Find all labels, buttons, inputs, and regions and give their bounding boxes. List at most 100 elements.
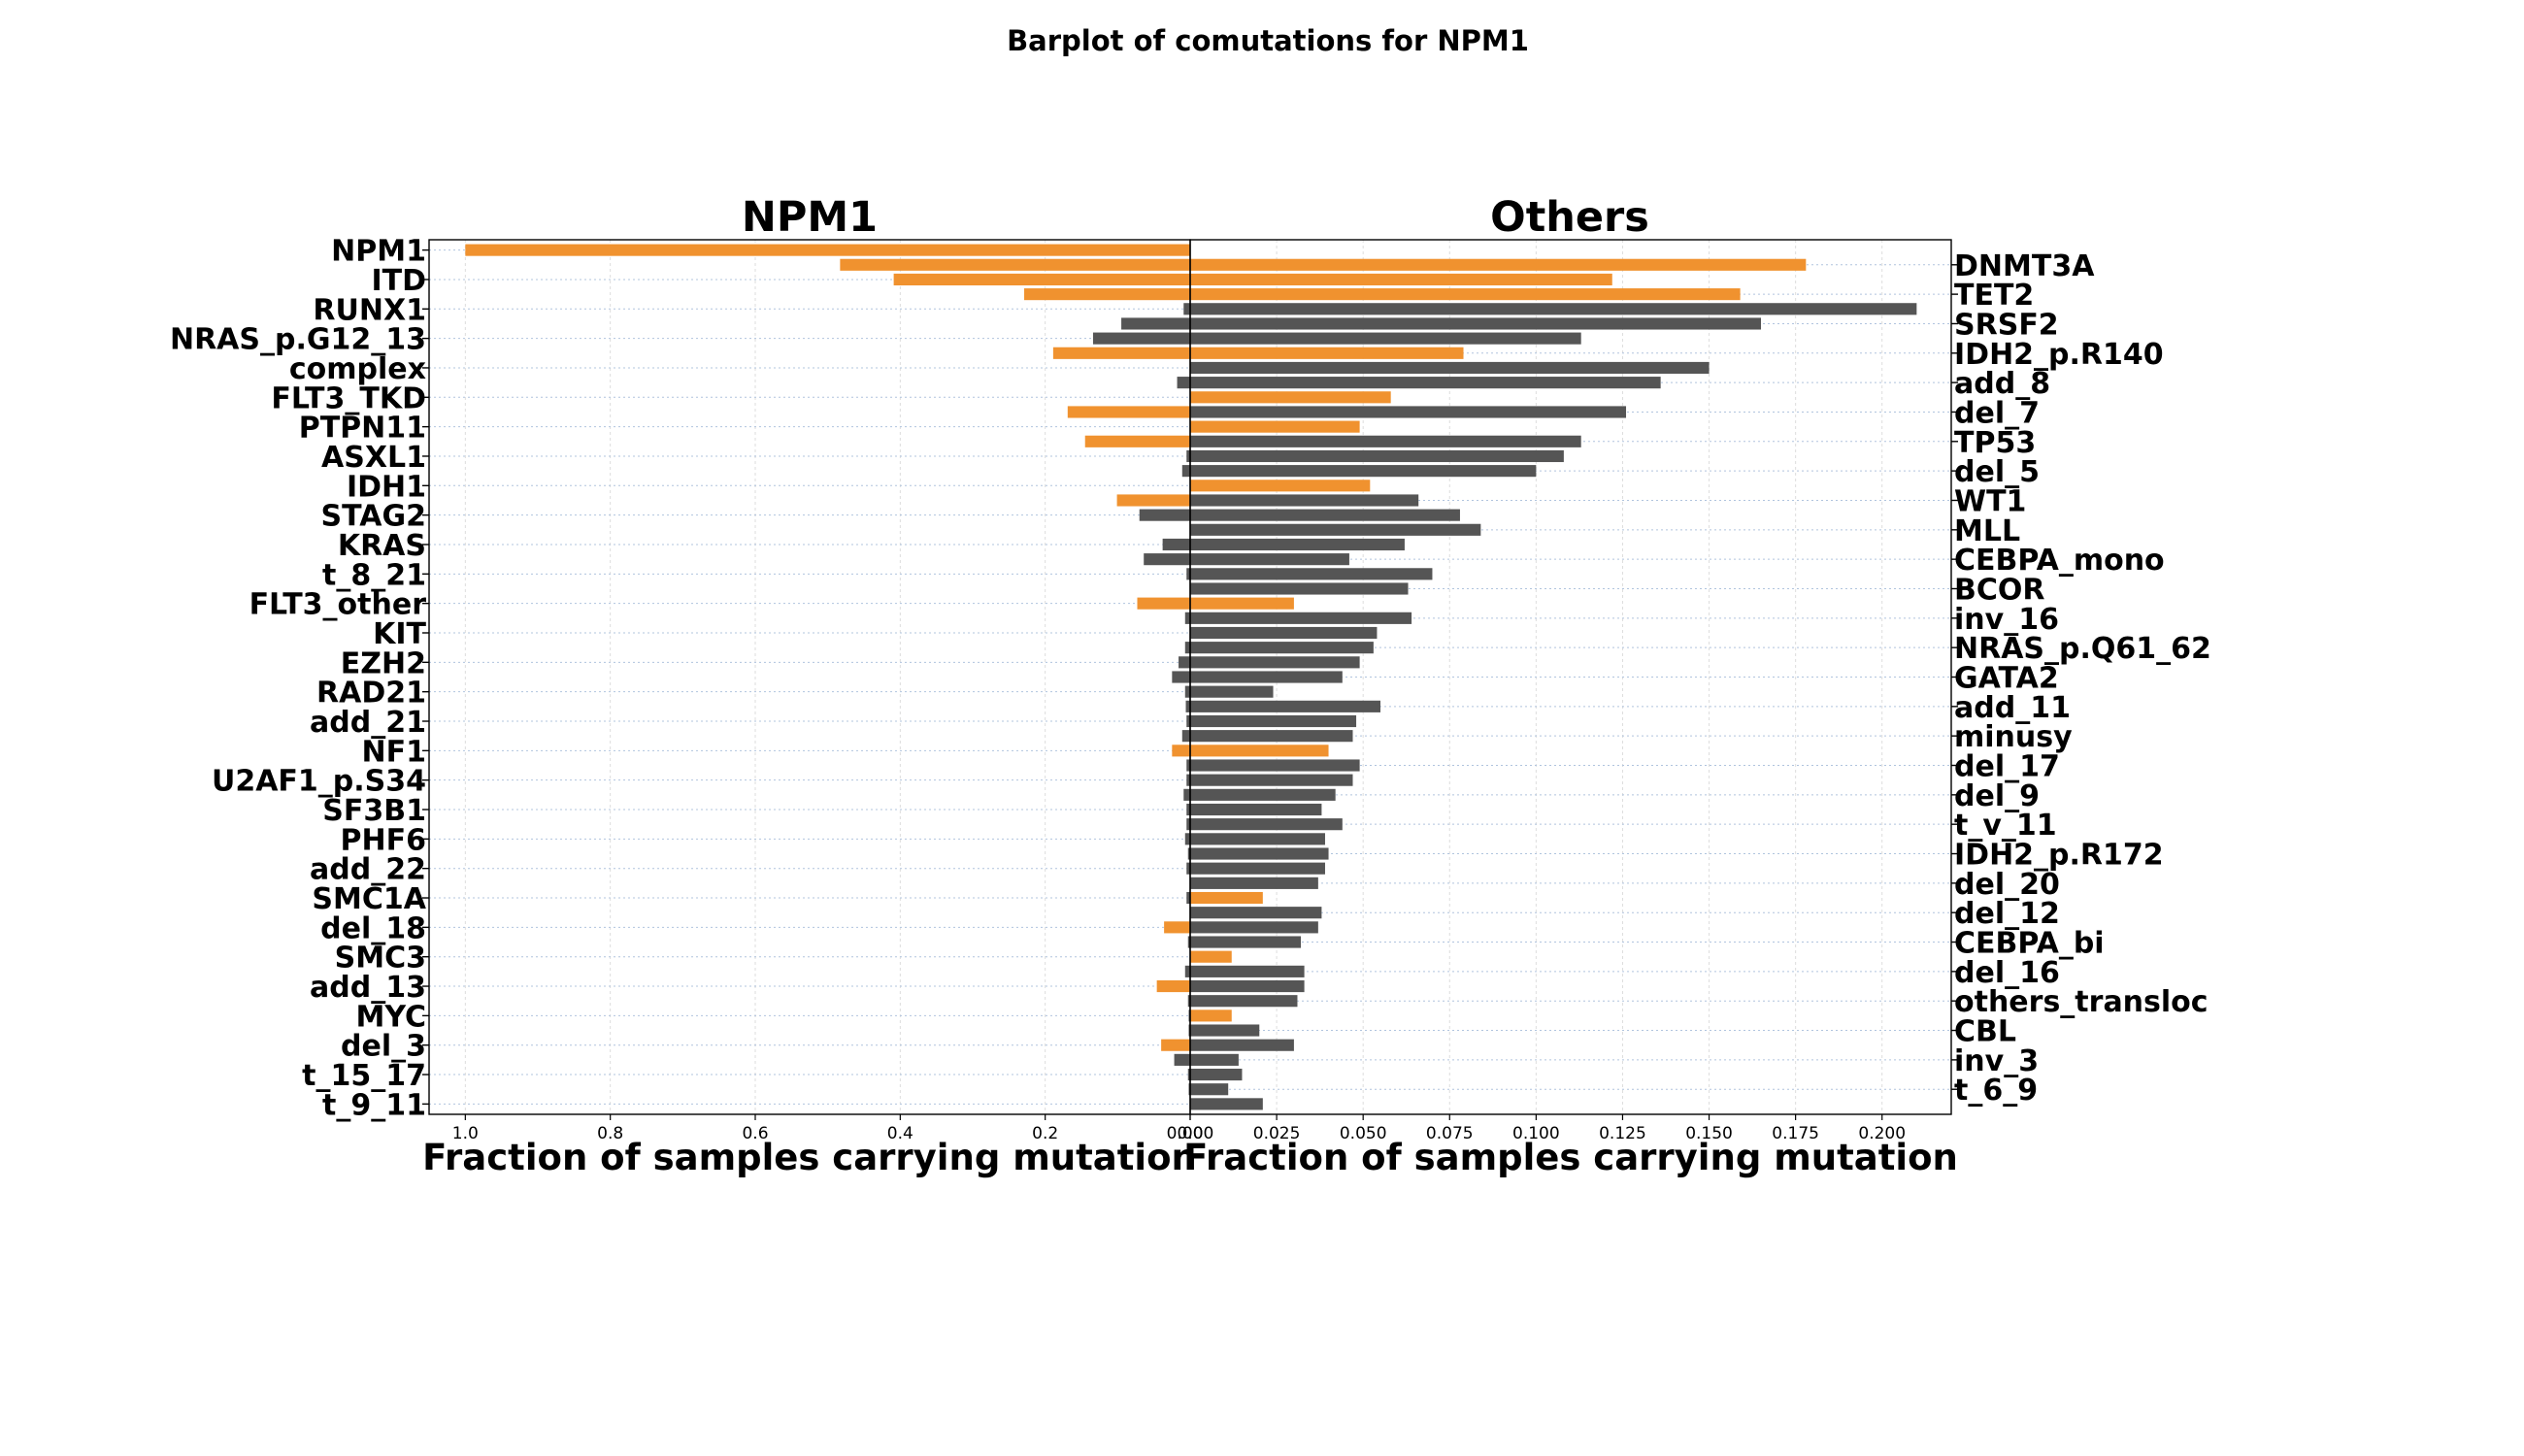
left-bar xyxy=(1121,317,1190,330)
left-bar xyxy=(1186,774,1190,786)
right-bar xyxy=(1190,759,1360,772)
right-xtick-label: 0.075 xyxy=(1426,1124,1474,1143)
right-bar xyxy=(1190,745,1329,757)
left-bar xyxy=(1092,332,1190,345)
left-bar xyxy=(1172,745,1190,757)
left-category-label: SMC1A xyxy=(312,882,426,916)
left-bar xyxy=(1188,1024,1190,1037)
right-bar xyxy=(1190,1009,1232,1022)
left-bar xyxy=(840,258,1190,271)
right-xtick-label: 0.175 xyxy=(1772,1124,1819,1143)
left-xtick-label: 1.0 xyxy=(452,1124,479,1143)
left-category-label: add_22 xyxy=(310,853,426,887)
left-category-label: RUNX1 xyxy=(313,293,426,327)
right-category-label: IDH2_p.R172 xyxy=(1954,839,2164,873)
right-bar xyxy=(1190,1024,1260,1037)
right-bar xyxy=(1190,317,1761,330)
right-bar xyxy=(1190,1053,1239,1066)
left-category-label: SF3B1 xyxy=(322,794,426,828)
left-bar xyxy=(1181,465,1190,478)
left-bar xyxy=(1024,288,1190,301)
right-bar xyxy=(1190,568,1433,580)
right-bar xyxy=(1190,656,1360,669)
left-bar xyxy=(1181,730,1190,743)
right-bar xyxy=(1190,420,1360,433)
left-bar xyxy=(1187,847,1190,860)
right-bar xyxy=(1190,965,1305,977)
left-category-label: U2AF1_p.S34 xyxy=(212,765,426,799)
right-bar xyxy=(1190,332,1581,345)
right-category-label: t_6_9 xyxy=(1954,1074,2038,1108)
right-category-label: NRAS_p.Q61_62 xyxy=(1954,632,2211,666)
right-category-labels: DNMT3ATET2SRSF2IDH2_p.R140add_8del_7TP53… xyxy=(1951,249,2211,1108)
right-bar xyxy=(1190,597,1294,610)
right-bar xyxy=(1190,877,1318,889)
left-bar xyxy=(1185,700,1190,712)
left-bar xyxy=(1186,862,1190,875)
left-bar xyxy=(1164,921,1190,934)
right-bar xyxy=(1190,1098,1263,1110)
right-category-label: inv_3 xyxy=(1954,1044,2039,1078)
right-bar xyxy=(1190,995,1298,1008)
right-bar xyxy=(1190,626,1378,640)
right-bar xyxy=(1190,288,1741,301)
right-category-label: add_8 xyxy=(1954,367,2050,401)
left-category-label: EZH2 xyxy=(341,646,426,680)
right-category-label: BCOR xyxy=(1954,573,2045,607)
right-bar xyxy=(1190,730,1353,743)
left-bar xyxy=(1067,406,1190,418)
right-bar xyxy=(1190,671,1343,683)
right-bar xyxy=(1190,406,1627,418)
right-bar xyxy=(1190,435,1581,447)
right-xtick-label: 0.125 xyxy=(1599,1124,1646,1143)
right-category-label: DNMT3A xyxy=(1954,249,2095,283)
left-bar xyxy=(1184,642,1190,654)
left-bar xyxy=(1187,995,1190,1008)
right-category-label: del_7 xyxy=(1954,396,2040,430)
left-bar xyxy=(1186,568,1190,580)
left-category-label: ITD xyxy=(371,264,426,298)
left-axes-frame xyxy=(428,239,1191,1115)
left-bar xyxy=(1144,553,1190,566)
left-xtick-label: 0.2 xyxy=(1032,1124,1058,1143)
right-category-label: TET2 xyxy=(1954,279,2034,313)
left-bar xyxy=(1188,1083,1190,1096)
left-category-labels: NPM1ITDRUNX1NRAS_p.G12_13complexFLT3_TKD… xyxy=(170,235,429,1122)
right-category-label: del_20 xyxy=(1954,868,2060,902)
left-bar xyxy=(1186,759,1190,772)
left-bar xyxy=(1179,656,1190,669)
left-bar xyxy=(1184,833,1190,845)
right-bar xyxy=(1190,258,1807,271)
left-bar xyxy=(1186,449,1190,463)
left-category-label: MYC xyxy=(355,1000,426,1034)
left-category-label: NRAS_p.G12_13 xyxy=(170,323,426,357)
right-category-label: WT1 xyxy=(1954,484,2026,518)
left-x-ticks: 1.0 0.8 0.6 0.4 0.2 0.0 xyxy=(452,1114,1204,1143)
left-category-label: IDH1 xyxy=(347,470,426,504)
right-bar xyxy=(1190,465,1537,478)
right-panel-title: Others xyxy=(1490,193,1649,242)
left-bar xyxy=(1186,803,1190,816)
right-bar xyxy=(1190,788,1336,801)
left-category-label: complex xyxy=(289,352,426,386)
left-bar xyxy=(1084,435,1190,447)
right-bar xyxy=(1190,494,1419,507)
left-category-label: t_8_21 xyxy=(322,558,426,592)
right-xtick-label: 0.025 xyxy=(1253,1124,1301,1143)
right-bar xyxy=(1190,509,1460,521)
left-category-label: PTPN11 xyxy=(299,412,426,446)
left-bar xyxy=(1187,1068,1190,1081)
right-category-label: add_11 xyxy=(1954,691,2071,725)
right-bar xyxy=(1190,1039,1294,1051)
left-bar xyxy=(1184,612,1190,624)
right-bar xyxy=(1190,1083,1229,1096)
left-category-label: NF1 xyxy=(362,735,426,769)
right-bar xyxy=(1190,818,1343,831)
right-category-label: del_17 xyxy=(1954,750,2060,784)
right-bar xyxy=(1190,907,1322,919)
left-panel-title: NPM1 xyxy=(742,193,878,242)
right-bar xyxy=(1190,700,1380,712)
left-xtick-label: 0.8 xyxy=(597,1124,623,1143)
right-bar xyxy=(1190,582,1409,595)
